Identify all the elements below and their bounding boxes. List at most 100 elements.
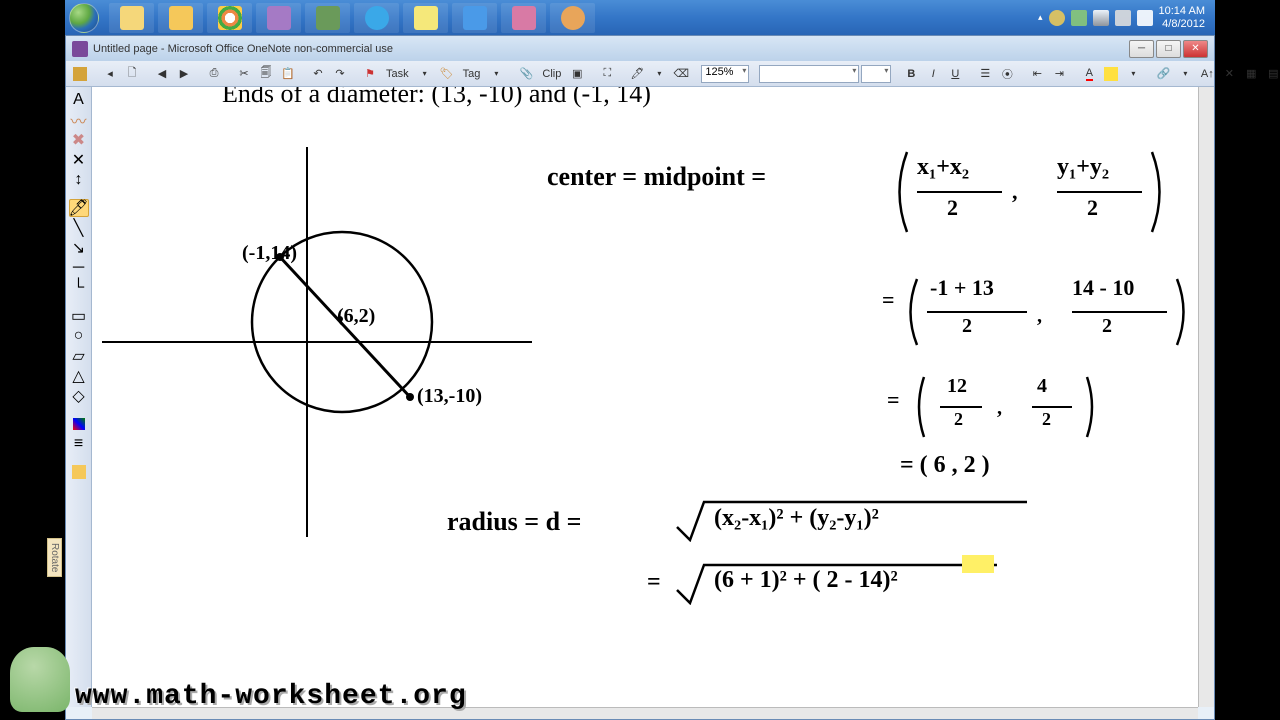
- italic-icon[interactable]: I: [923, 64, 943, 84]
- tray-flag-icon[interactable]: [1137, 10, 1153, 26]
- taskbar-app-folder[interactable]: [158, 3, 203, 33]
- vertical-scrollbar[interactable]: [1198, 87, 1214, 707]
- misc-tool-icon[interactable]: [69, 463, 89, 481]
- tb-icon-a[interactable]: 🔗: [1153, 64, 1173, 84]
- page-canvas[interactable]: Ends of a diameter: (13, -10) and (-1, 1…: [92, 87, 1214, 707]
- tag-icon[interactable]: 🏷: [437, 64, 457, 84]
- toolbar: ◂ 🗋 ◀ ▶ ⎙ ✂ 🗐 📋 ↶ ↷ ⚑ Task ▾ 🏷 Tag ▾ 📎 C…: [66, 61, 1214, 87]
- mp-x-den: 2: [947, 195, 958, 221]
- font-name-combo[interactable]: [759, 65, 859, 83]
- pen-dropdown-icon[interactable]: ▾: [649, 64, 669, 84]
- tray-icon-1[interactable]: [1049, 10, 1065, 26]
- tag-label[interactable]: Tag: [459, 68, 485, 80]
- bullets-icon[interactable]: ☰: [975, 64, 995, 84]
- arrow-tool-icon[interactable]: ↘: [69, 239, 89, 257]
- tray-volume-icon[interactable]: [1115, 10, 1131, 26]
- pen-tool-icon[interactable]: 🖊: [69, 199, 89, 217]
- copy-icon[interactable]: 🗐: [256, 64, 276, 84]
- clock-time: 10:14 AM: [1159, 5, 1205, 17]
- taskbar-app-5[interactable]: [305, 3, 350, 33]
- window-icon[interactable]: ▣: [567, 64, 587, 84]
- s3-x-num: 12: [947, 375, 967, 398]
- minimize-button[interactable]: ─: [1129, 40, 1154, 58]
- new-page-icon[interactable]: 🗋: [122, 64, 142, 84]
- step3-parens: [912, 367, 1102, 447]
- tray-network-icon[interactable]: [1093, 10, 1109, 26]
- taskbar-app-10[interactable]: [550, 3, 595, 33]
- bold-icon[interactable]: B: [901, 64, 921, 84]
- indent-icon[interactable]: ⇥: [1049, 64, 1069, 84]
- radius-lhs: radius = d =: [447, 507, 581, 537]
- triangle-tool-icon[interactable]: △: [69, 367, 89, 385]
- tb-bigA-icon[interactable]: A↑: [1197, 64, 1217, 84]
- clip-label[interactable]: Clip: [538, 68, 565, 80]
- taskbar-app-onenote[interactable]: [256, 3, 301, 33]
- redo-icon[interactable]: ↷: [330, 64, 350, 84]
- numbering-icon[interactable]: ⦿: [997, 64, 1017, 84]
- outdent-icon[interactable]: ⇤: [1027, 64, 1047, 84]
- tb-delete-icon[interactable]: ✕: [1219, 64, 1239, 84]
- taskbar-clock[interactable]: 10:14 AM 4/8/2012: [1159, 5, 1205, 29]
- rect-tool-icon[interactable]: ▭: [69, 307, 89, 325]
- taskbar-app-skype[interactable]: [354, 3, 399, 33]
- delete-tool-icon[interactable]: ✕: [69, 151, 89, 169]
- start-button[interactable]: [65, 0, 103, 35]
- tray-icon-2[interactable]: [1071, 10, 1087, 26]
- fullscreen-icon[interactable]: ⛶: [597, 64, 617, 84]
- highlight-dropdown-icon[interactable]: ▾: [1123, 64, 1143, 84]
- taskbar-app-chrome[interactable]: [207, 3, 252, 33]
- taskbar-app-explorer[interactable]: [109, 3, 154, 33]
- thickness-tool-icon[interactable]: ≡: [69, 435, 89, 453]
- space-tool-icon[interactable]: ↕: [69, 171, 89, 189]
- rotate-label[interactable]: Rotate: [47, 538, 62, 577]
- parallelogram-icon[interactable]: ▱: [69, 347, 89, 365]
- s3-y-num: 4: [1037, 375, 1047, 398]
- line-tool-icon[interactable]: ╲: [69, 219, 89, 237]
- zoom-combo[interactable]: 125%: [701, 65, 749, 83]
- tray-chevron-icon[interactable]: ▴: [1038, 12, 1043, 23]
- mp-y-den: 2: [1087, 195, 1098, 221]
- radius-formula: (x₂-x₁)² + (y₂-y₁)²: [714, 505, 879, 532]
- s2-y-den: 2: [1102, 315, 1112, 338]
- tb-grid-icon[interactable]: ▦: [1241, 64, 1261, 84]
- tb-icon-b[interactable]: ▾: [1175, 64, 1195, 84]
- mp-x-num: x₁+x₂: [917, 154, 969, 181]
- paste-icon[interactable]: 📋: [278, 64, 298, 84]
- nav-fwd-icon[interactable]: ▶: [174, 64, 194, 84]
- font-size-combo[interactable]: [861, 65, 891, 83]
- task-dropdown-icon[interactable]: ▾: [415, 64, 435, 84]
- tag-dropdown-icon[interactable]: ▾: [486, 64, 506, 84]
- print-icon[interactable]: ⎙: [204, 64, 224, 84]
- highlight-icon[interactable]: [1101, 64, 1121, 84]
- ellipse-tool-icon[interactable]: ○: [69, 327, 89, 345]
- maximize-button[interactable]: □: [1156, 40, 1181, 58]
- undo-icon[interactable]: ↶: [308, 64, 328, 84]
- task-label[interactable]: Task: [382, 68, 413, 80]
- color-tool-icon[interactable]: [69, 415, 89, 433]
- back-small-icon[interactable]: ◂: [100, 64, 120, 84]
- line2-tool-icon[interactable]: ─: [69, 259, 89, 277]
- nav-back-icon[interactable]: ◀: [152, 64, 172, 84]
- clip-icon[interactable]: 📎: [516, 64, 536, 84]
- pen-icon[interactable]: 🖊: [627, 64, 647, 84]
- underline-icon[interactable]: U: [945, 64, 965, 84]
- diamond-tool-icon[interactable]: ◇: [69, 387, 89, 405]
- titlebar: Untitled page - Microsoft Office OneNote…: [66, 36, 1214, 61]
- close-button[interactable]: ✕: [1183, 40, 1208, 58]
- taskbar-app-snip[interactable]: [501, 3, 546, 33]
- window-title: Untitled page - Microsoft Office OneNote…: [93, 43, 393, 55]
- taskbar-app-dropbox[interactable]: [452, 3, 497, 33]
- cut-icon[interactable]: ✂: [234, 64, 254, 84]
- lasso-tool-icon[interactable]: 〰: [69, 111, 89, 129]
- system-tray: ▴ 10:14 AM 4/8/2012: [1038, 5, 1215, 29]
- taskbar-app-notes[interactable]: [403, 3, 448, 33]
- eraser-icon[interactable]: ⌫: [671, 64, 691, 84]
- tb-page-icon[interactable]: ▤: [1263, 64, 1280, 84]
- task-icon[interactable]: ⚑: [360, 64, 380, 84]
- tb-app-icon[interactable]: [70, 64, 90, 84]
- select-tool-icon[interactable]: A: [69, 91, 89, 109]
- eraser-tool-icon[interactable]: ✖: [69, 131, 89, 149]
- connector-tool-icon[interactable]: └: [69, 279, 89, 297]
- clock-date: 4/8/2012: [1159, 18, 1205, 30]
- font-color-icon[interactable]: A: [1079, 64, 1099, 84]
